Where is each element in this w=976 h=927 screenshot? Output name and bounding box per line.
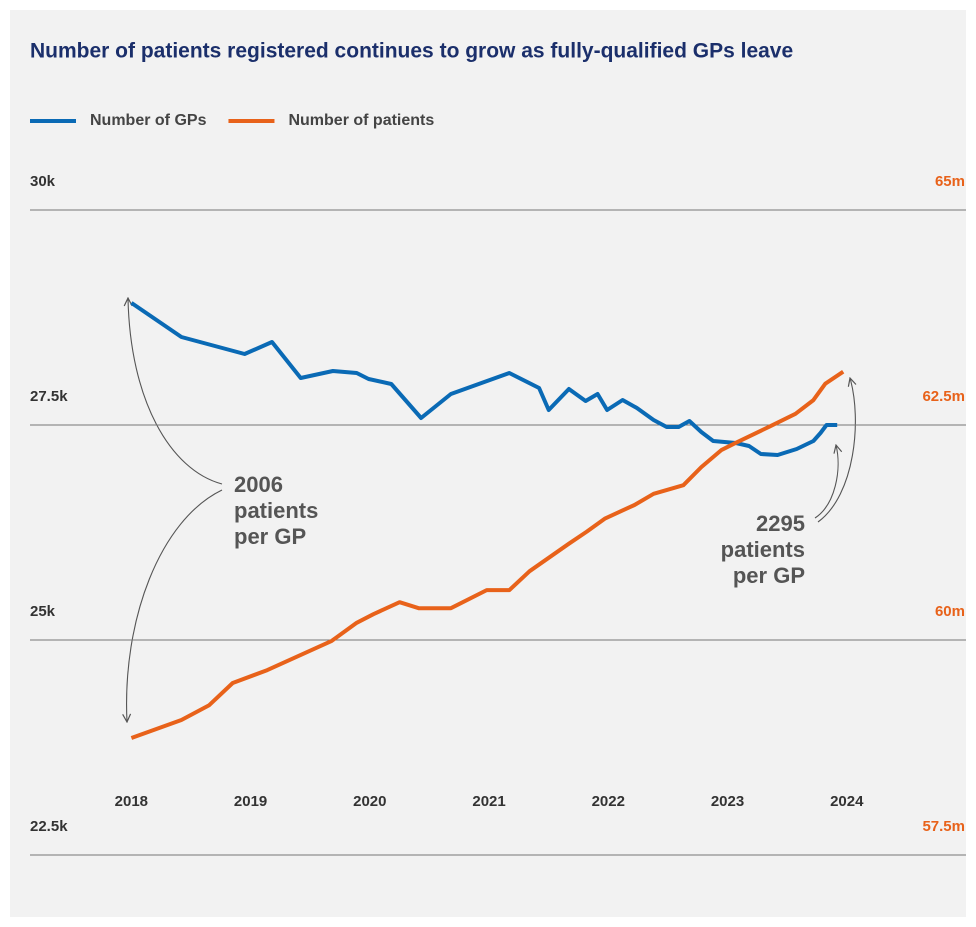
annotation-arrows [127,298,856,722]
annotation-arrow [128,298,223,485]
x-tick-label: 2024 [830,793,864,810]
x-tick-label: 2023 [711,793,744,810]
annotation-text: 2006 [234,472,283,497]
y2-tick-label: 57.5m [922,818,965,835]
background [10,10,966,917]
annotation-arrow [127,489,223,722]
legend-label: Number of GPs [90,112,207,129]
data-line [130,301,838,457]
legend-label: Number of patients [288,112,434,129]
x-tick-label: 2020 [353,793,386,810]
data-line [130,370,845,740]
y-tick-label: 25k [30,603,56,620]
annotation-arrow [817,378,855,523]
x-tick-label: 2018 [115,793,148,810]
annotation-text: per GP [234,524,306,549]
x-tick-label: 2019 [234,793,267,810]
y2-tick-label: 62.5m [922,388,965,405]
y2-tick-label: 60m [935,603,965,620]
y-tick-label: 27.5k [30,388,68,405]
y-tick-label: 30k [30,173,56,190]
y-tick-label: 22.5k [30,818,68,835]
chart-title: Number of patients registered continues … [30,40,793,63]
annotation-text: per GP [733,563,805,588]
annotation-arrow [814,445,838,519]
x-tick-label: 2022 [592,793,625,810]
annotation-text: patients [234,498,318,523]
y2-tick-label: 65m [935,173,965,190]
x-tick-label: 2021 [472,793,505,810]
annotation-text: 2295 [756,511,805,536]
annotation-text: patients [721,537,805,562]
